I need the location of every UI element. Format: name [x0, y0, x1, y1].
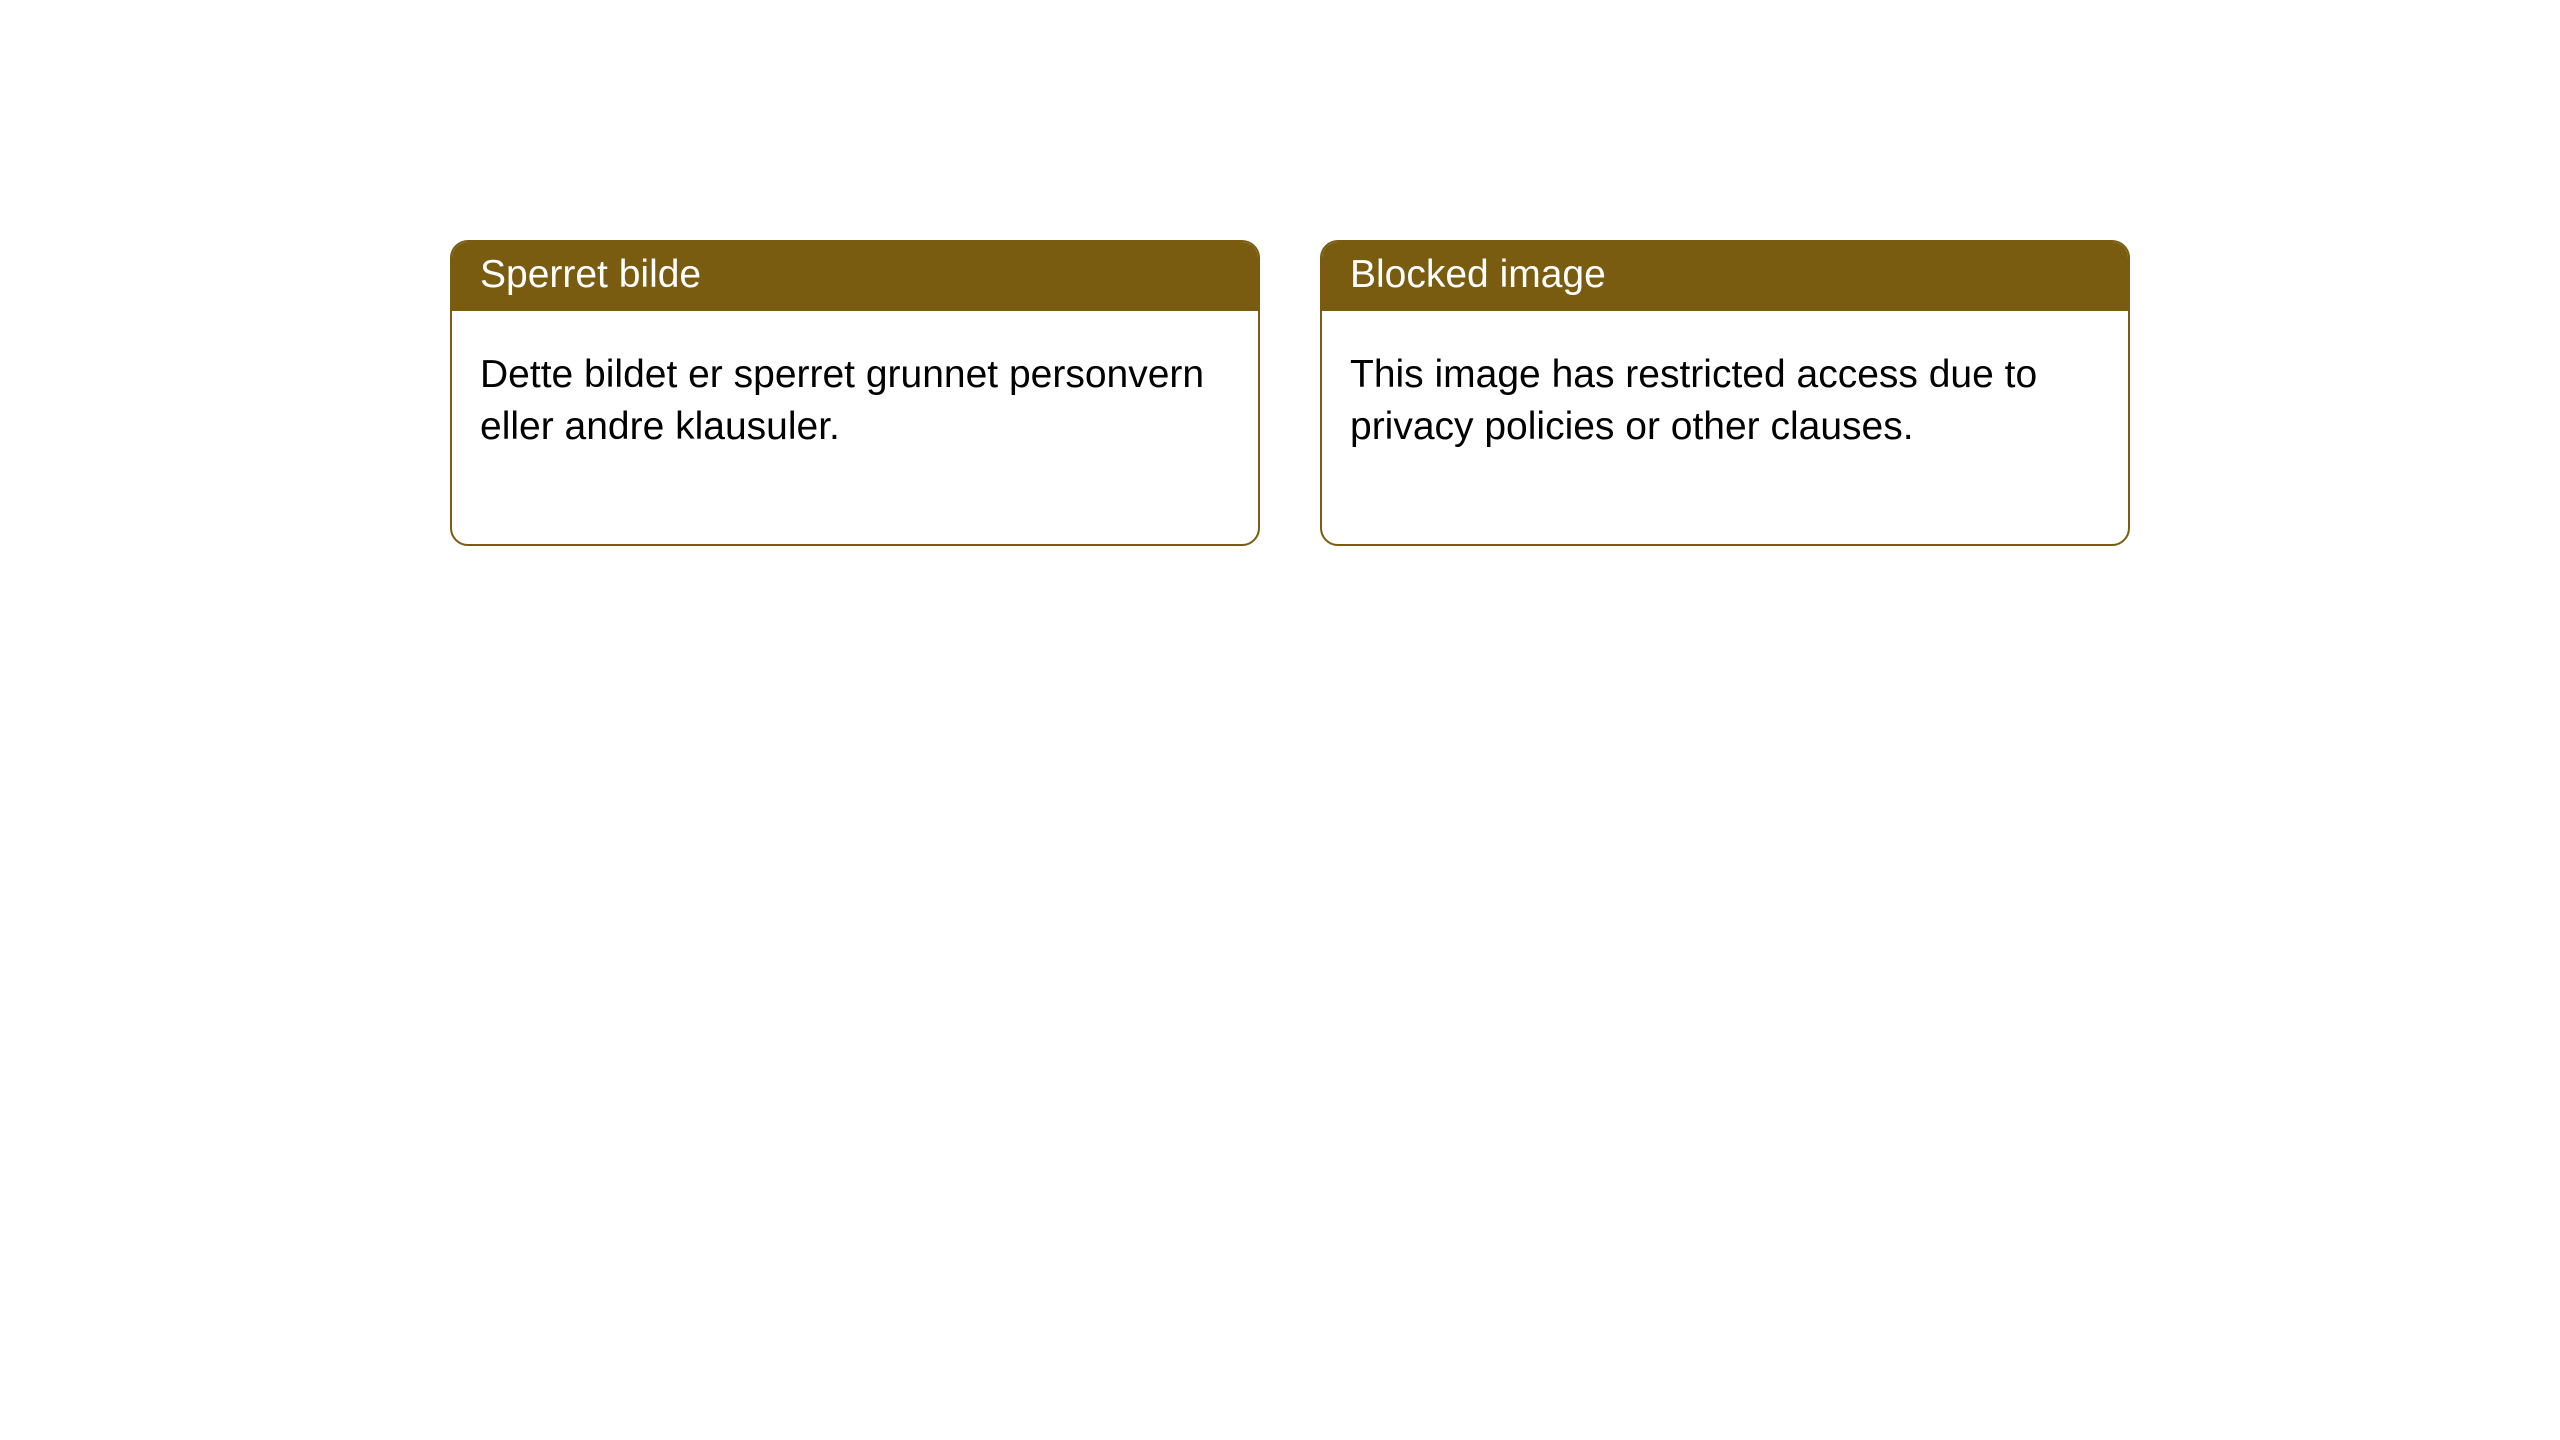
notice-card-english: Blocked image This image has restricted …	[1320, 240, 2130, 546]
notice-header: Blocked image	[1322, 242, 2128, 311]
notice-card-norwegian: Sperret bilde Dette bildet er sperret gr…	[450, 240, 1260, 546]
notice-header: Sperret bilde	[452, 242, 1258, 311]
notice-body: Dette bildet er sperret grunnet personve…	[452, 311, 1258, 544]
notice-container: Sperret bilde Dette bildet er sperret gr…	[0, 0, 2560, 546]
notice-body: This image has restricted access due to …	[1322, 311, 2128, 544]
